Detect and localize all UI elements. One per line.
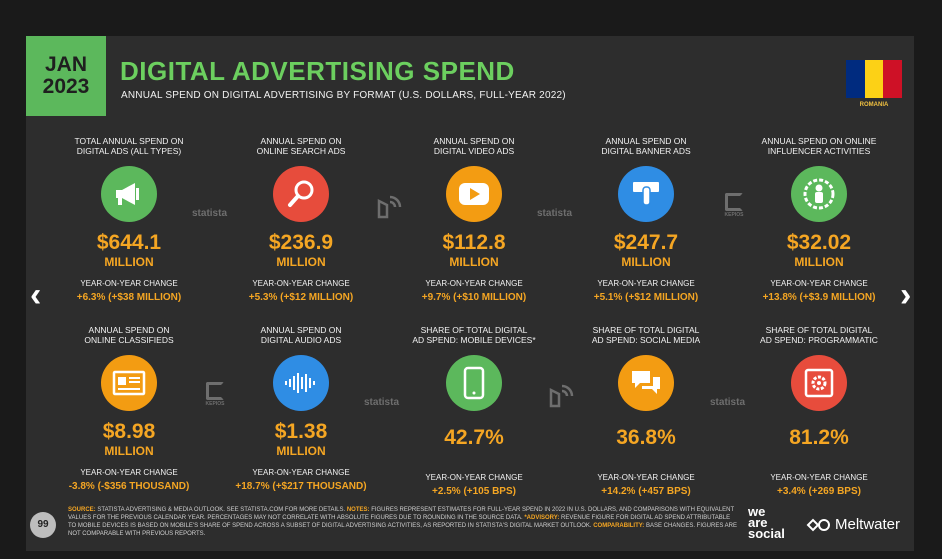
tile-unit: MILLION xyxy=(621,255,671,269)
tile-unit: MILLION xyxy=(276,444,326,458)
tile-label: ANNUAL SPEND ON DIGITAL VIDEO ADS xyxy=(433,136,515,156)
influencer-icon xyxy=(791,166,847,222)
tile-yoy-value: +3.4% (+269 BPS) xyxy=(777,486,861,497)
tile-label: ANNUAL SPEND ON DIGITAL AUDIO ADS xyxy=(260,325,342,345)
statista-watermark: statista xyxy=(192,208,228,219)
flag-country-label: ROMANIA xyxy=(859,102,889,108)
tile-unit: MILLION xyxy=(794,255,844,269)
tile-yoy-value: +14.2% (+457 BPS) xyxy=(601,486,691,497)
tile-yoy-value: +5.3% (+$12 MILLION) xyxy=(248,292,354,303)
tile-label: SHARE OF TOTAL DIGITAL AD SPEND: SOCIAL M… xyxy=(591,325,701,345)
tile-label: TOTAL ANNUAL SPEND ON DIGITAL ADS (ALL TY… xyxy=(74,136,184,156)
page-subtitle: ANNUAL SPEND ON DIGITAL ADVERTISING BY F… xyxy=(121,90,566,101)
tile-yoy-label: YEAR-ON-YEAR CHANGE xyxy=(425,473,523,482)
romania-flag xyxy=(846,60,903,98)
tile-yoy-value: -3.8% (-$356 THOUSAND) xyxy=(68,481,190,492)
tile-label: SHARE OF TOTAL DIGITAL AD SPEND: PROGRAMM… xyxy=(760,325,878,345)
chat-bubbles-icon xyxy=(618,355,674,411)
tile-label: ANNUAL SPEND ON ONLINE SEARCH ADS xyxy=(256,136,346,156)
tile-audio-ads: ANNUAL SPEND ON DIGITAL AUDIO ADS $1.38 M… xyxy=(226,325,376,493)
tile-value: $8.98 xyxy=(102,420,156,443)
date-year: 2023 xyxy=(42,75,90,98)
tile-unit: MILLION xyxy=(104,444,154,458)
tile-yoy-label: YEAR-ON-YEAR CHANGE xyxy=(80,468,178,477)
statista-watermark: statista xyxy=(364,397,400,408)
footer-notes: SOURCE: STATISTA ADVERTISING & MEDIA OUT… xyxy=(68,507,738,537)
tile-value: $32.02 xyxy=(786,231,852,254)
tile-label: ANNUAL SPEND ON ONLINE CLASSIFIEDS xyxy=(84,325,174,345)
tile-label: ANNUAL SPEND ON ONLINE INFLUENCER ACTIVIT… xyxy=(761,136,877,156)
tile-unit: MILLION xyxy=(449,255,499,269)
tile-value: 81.2% xyxy=(789,426,849,449)
statista-watermark: statista xyxy=(710,397,746,408)
tile-yoy-label: YEAR-ON-YEAR CHANGE xyxy=(425,279,523,288)
tile-label: SHARE OF TOTAL DIGITAL AD SPEND: MOBILE D… xyxy=(412,325,536,345)
tile-value: $236.9 xyxy=(268,231,334,254)
tile-banner-ads: ANNUAL SPEND ON DIGITAL BANNER ADS $247.7… xyxy=(571,136,721,304)
banner-click-icon xyxy=(618,166,674,222)
meltwater-logo: Meltwater xyxy=(806,516,900,533)
programmatic-icon xyxy=(791,355,847,411)
classifieds-icon xyxy=(101,355,157,411)
mobile-phone-icon xyxy=(446,355,502,411)
tile-social-share: SHARE OF TOTAL DIGITAL AD SPEND: SOCIAL M… xyxy=(571,325,721,498)
tile-value: 42.7% xyxy=(444,426,504,449)
tile-influencer: ANNUAL SPEND ON ONLINE INFLUENCER ACTIVIT… xyxy=(744,136,894,304)
tile-unit: MILLION xyxy=(104,255,154,269)
search-icon xyxy=(273,166,329,222)
tile-yoy-label: YEAR-ON-YEAR CHANGE xyxy=(252,279,350,288)
tile-search-ads: ANNUAL SPEND ON ONLINE SEARCH ADS $236.9 … xyxy=(226,136,376,304)
tile-mobile-share: SHARE OF TOTAL DIGITAL AD SPEND: MOBILE D… xyxy=(399,325,549,498)
tile-programmatic-share: SHARE OF TOTAL DIGITAL AD SPEND: PROGRAMM… xyxy=(744,325,894,498)
tile-yoy-label: YEAR-ON-YEAR CHANGE xyxy=(770,279,868,288)
kepios-logo: KEPIOS xyxy=(205,382,225,407)
tile-yoy-label: YEAR-ON-YEAR CHANGE xyxy=(80,279,178,288)
previous-slide-button[interactable]: ‹ xyxy=(30,276,42,314)
tile-value: $644.1 xyxy=(96,231,162,254)
page-number: 99 xyxy=(30,512,56,538)
video-play-icon xyxy=(446,166,502,222)
meltwater-icon xyxy=(806,518,831,531)
tile-yoy-value: +5.1% (+$12 MILLION) xyxy=(593,292,699,303)
next-slide-button[interactable]: › xyxy=(900,276,912,314)
tile-value: 36.8% xyxy=(616,426,676,449)
tile-yoy-value: +13.8% (+$3.9 MILLION) xyxy=(762,292,876,303)
tile-label: ANNUAL SPEND ON DIGITAL BANNER ADS xyxy=(601,136,691,156)
audio-wave-icon xyxy=(273,355,329,411)
tile-video-ads: ANNUAL SPEND ON DIGITAL VIDEO ADS $112.8 … xyxy=(399,136,549,304)
tile-classifieds: ANNUAL SPEND ON ONLINE CLASSIFIEDS $8.98 … xyxy=(54,325,204,493)
datareportal-icon xyxy=(549,384,574,408)
tile-yoy-label: YEAR-ON-YEAR CHANGE xyxy=(597,279,695,288)
tile-yoy-label: YEAR-ON-YEAR CHANGE xyxy=(770,473,868,482)
page-title: DIGITAL ADVERTISING SPEND xyxy=(120,56,515,86)
tile-value: $112.8 xyxy=(442,231,506,254)
we-are-social-logo: we are social xyxy=(748,504,785,541)
statista-watermark: statista xyxy=(537,208,573,219)
tile-yoy-value: +9.7% (+$10 MILLION) xyxy=(421,292,527,303)
tile-unit: MILLION xyxy=(276,255,326,269)
tile-total-digital-ads: TOTAL ANNUAL SPEND ON DIGITAL ADS (ALL TY… xyxy=(54,136,204,304)
slide-panel xyxy=(26,36,914,551)
date-month: JAN xyxy=(44,53,87,76)
tile-yoy-value: +6.3% (+$38 MILLION) xyxy=(76,292,182,303)
tile-yoy-value: +18.7% (+$217 THOUSAND) xyxy=(235,481,367,492)
tile-yoy-value: +2.5% (+105 BPS) xyxy=(432,486,516,497)
tile-value: $247.7 xyxy=(613,231,679,254)
tile-yoy-label: YEAR-ON-YEAR CHANGE xyxy=(597,473,695,482)
date-tag: JAN 2023 xyxy=(26,36,106,116)
tile-yoy-label: YEAR-ON-YEAR CHANGE xyxy=(252,468,350,477)
kepios-logo: KEPIOS xyxy=(724,193,744,218)
megaphone-icon xyxy=(101,166,157,222)
tile-value: $1.38 xyxy=(274,420,328,443)
datareportal-icon xyxy=(377,195,402,219)
